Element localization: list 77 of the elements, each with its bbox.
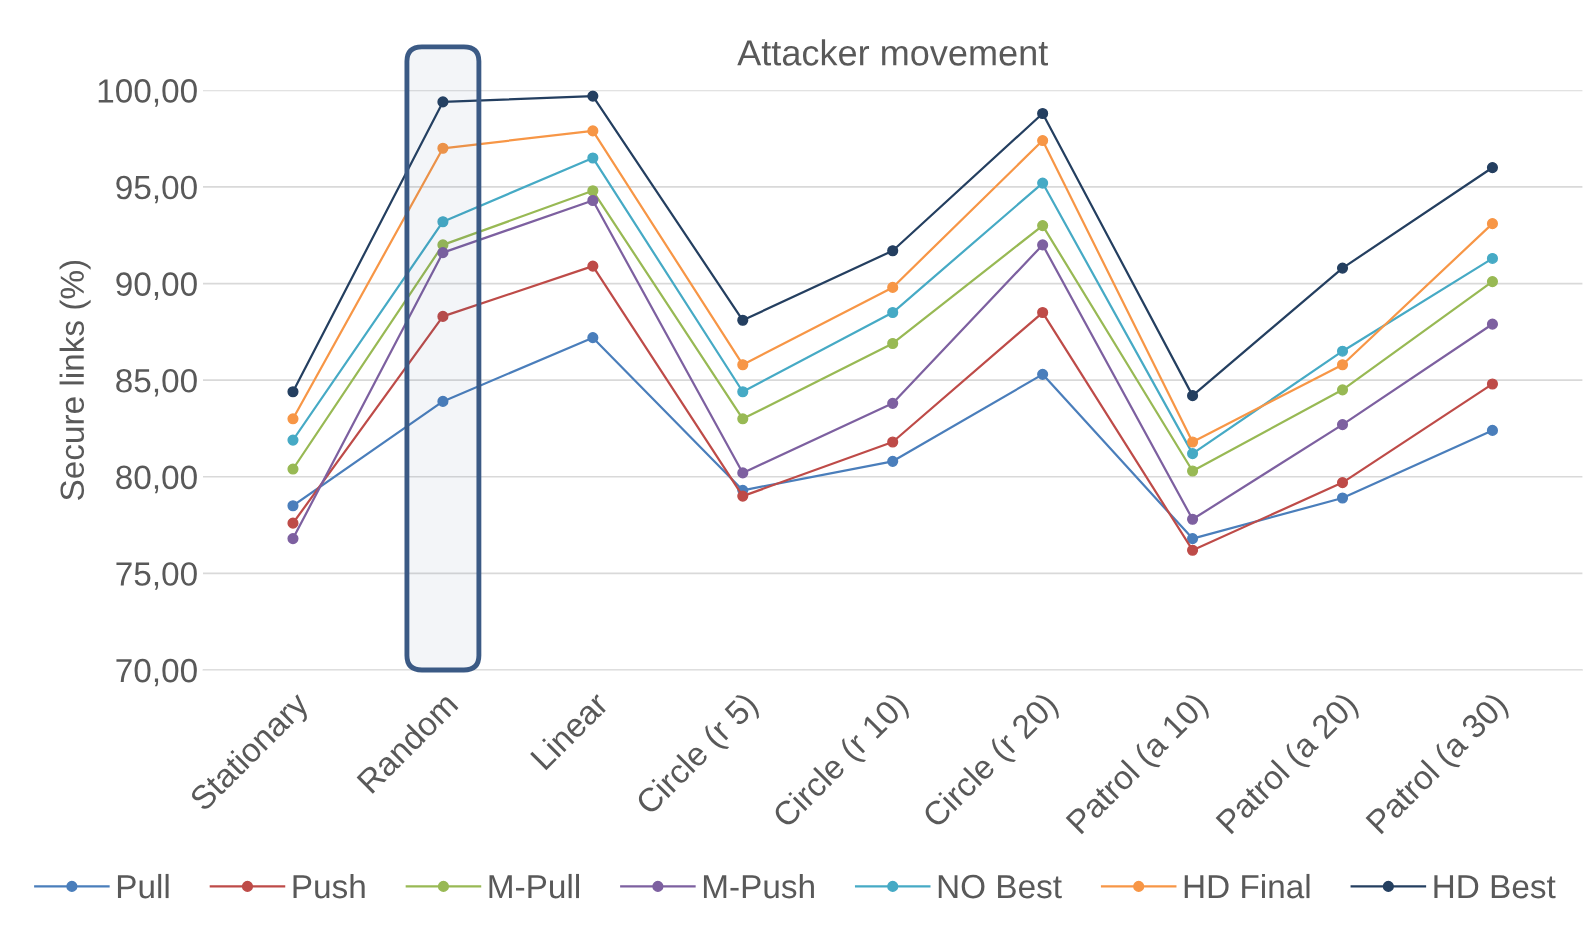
point [1486,162,1499,174]
legend-label: HD Final [1184,873,1310,899]
point [1037,306,1049,319]
point [1486,252,1499,264]
point [737,386,749,398]
legend-label: NO Best [938,874,1062,899]
point [1187,390,1199,402]
legend-label: Pull [117,873,169,899]
point [437,310,449,322]
point [1336,419,1349,431]
point [287,463,299,475]
point [887,281,899,293]
legend-label: M-Push [703,873,814,899]
point [587,194,599,207]
y-tick-label: 75,00 [116,562,197,590]
point [1037,220,1049,232]
point [737,314,749,326]
point [1336,345,1349,357]
point [287,434,299,446]
point [1336,262,1349,274]
point [1187,436,1199,448]
point [1187,513,1199,525]
point [587,125,599,137]
point [437,96,449,108]
y-tick-label: 80,00 [116,465,197,494]
point [1486,276,1499,288]
y-tick-label: 90,00 [116,272,197,300]
point [587,152,599,164]
point [1037,368,1049,380]
y-tick-label: 70,00 [116,658,197,687]
point [887,337,899,350]
point [1037,177,1049,189]
point [887,397,899,409]
point [737,467,749,479]
point [1336,492,1349,504]
point [287,500,299,512]
point [287,413,299,425]
legend-label: Push [293,873,365,899]
point [287,386,299,398]
point [887,436,899,448]
y-tick-label: 95,00 [116,175,197,204]
point [587,185,599,197]
point [737,359,749,371]
point [887,245,899,257]
point [1037,239,1049,251]
point [1187,533,1199,545]
point [437,216,449,228]
point [1486,218,1499,230]
y-axis-title: Secure links (%) [59,260,91,500]
point [1037,135,1049,147]
point [1187,465,1199,477]
point [1336,477,1349,489]
y-tick-label: 85,00 [116,368,197,397]
point [437,395,449,407]
point [1037,107,1049,120]
point [1486,424,1499,436]
point [1336,359,1349,371]
point [587,90,599,102]
point [287,517,299,529]
point [587,260,599,272]
y-tick-label: 100,00 [98,79,197,107]
point [1187,448,1199,460]
point [587,332,599,344]
point [287,533,299,545]
point [437,247,449,259]
point [737,413,749,425]
point [1336,384,1349,396]
point [1486,318,1499,330]
point [437,142,449,154]
chart-title: Attacker movement [737,39,1048,66]
legend-label: HD Best [1434,875,1556,899]
legend-label: M-Pull [489,873,579,899]
point [737,490,749,502]
point [1187,544,1199,556]
point [887,306,899,319]
point [887,455,899,467]
point [1486,378,1499,390]
